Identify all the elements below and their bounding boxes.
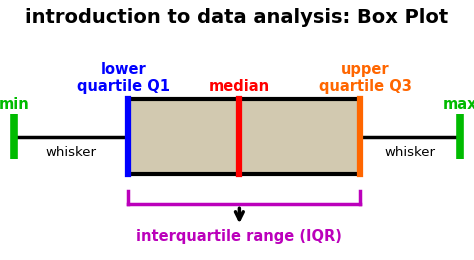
Text: lower
quartile Q1: lower quartile Q1 — [77, 62, 170, 94]
Text: max: max — [443, 97, 474, 112]
Text: interquartile range (IQR): interquartile range (IQR) — [137, 229, 342, 244]
Text: upper
quartile Q3: upper quartile Q3 — [319, 62, 411, 94]
Text: introduction to data analysis: Box Plot: introduction to data analysis: Box Plot — [26, 8, 448, 27]
Text: min: min — [0, 97, 29, 112]
Bar — [128, 99, 360, 174]
Text: whisker: whisker — [46, 146, 97, 159]
Text: whisker: whisker — [384, 146, 436, 159]
Text: median: median — [209, 79, 270, 94]
